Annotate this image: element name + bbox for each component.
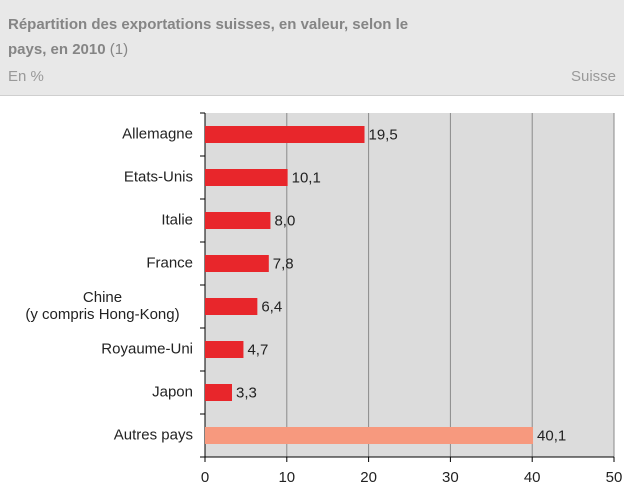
x-tick-label: 30: [442, 469, 459, 486]
y-tick-label: Italie: [161, 211, 193, 228]
header: Répartition des exportations suisses, en…: [0, 0, 624, 96]
bar: [205, 427, 534, 444]
y-tick-label-line: Japon: [152, 383, 193, 400]
y-tick-label-line: Chine: [83, 289, 122, 306]
bar: [205, 341, 244, 358]
value-label: 4,7: [247, 341, 268, 358]
bar: [205, 126, 365, 143]
x-tick-label: 40: [524, 469, 541, 486]
y-tick-label: Chine (y compris Hong-Kong): [25, 289, 179, 323]
bar: [205, 212, 271, 229]
y-tick-label-line: Etats-Unis: [124, 168, 193, 185]
title-block: Répartition des exportations suisses, en…: [8, 12, 448, 62]
bar: [205, 255, 269, 272]
chart-title: Répartition des exportations suisses, en…: [8, 16, 409, 58]
bar: [205, 169, 288, 186]
value-label: 19,5: [369, 126, 398, 143]
y-tick-label: Etats-Unis: [124, 168, 193, 185]
y-tick-label-line: Royaume-Uni: [101, 340, 193, 357]
y-tick-label: Japon: [152, 383, 193, 400]
y-tick-label-line: Italie: [161, 211, 193, 228]
y-tick-label: Royaume-Uni: [101, 340, 193, 357]
value-label: 6,4: [261, 298, 282, 315]
y-tick-label-line: Autres pays: [114, 426, 193, 443]
x-tick-label: 20: [360, 469, 377, 486]
y-tick-label-line: Allemagne: [122, 125, 193, 142]
subtitle: En %: [8, 68, 44, 85]
bar: [205, 384, 232, 401]
value-label: 8,0: [274, 212, 295, 229]
x-tick-label: 0: [201, 469, 209, 486]
x-tick-label: 10: [278, 469, 295, 486]
y-tick-label-line: France: [146, 254, 193, 271]
y-tick-label-line: (y compris Hong-Kong): [25, 306, 179, 323]
y-tick-label: Autres pays: [114, 426, 193, 443]
value-label: 40,1: [537, 427, 566, 444]
y-tick-label: France: [146, 254, 193, 271]
bar: [205, 298, 258, 315]
value-label: 3,3: [236, 384, 257, 401]
plot-background: [205, 113, 614, 457]
value-label: 10,1: [292, 169, 321, 186]
source: Suisse: [570, 68, 616, 85]
value-label: 7,8: [273, 255, 294, 272]
x-tick-label: 50: [606, 469, 623, 486]
y-tick-label: Allemagne: [122, 125, 193, 142]
title-note: (1): [109, 41, 129, 58]
